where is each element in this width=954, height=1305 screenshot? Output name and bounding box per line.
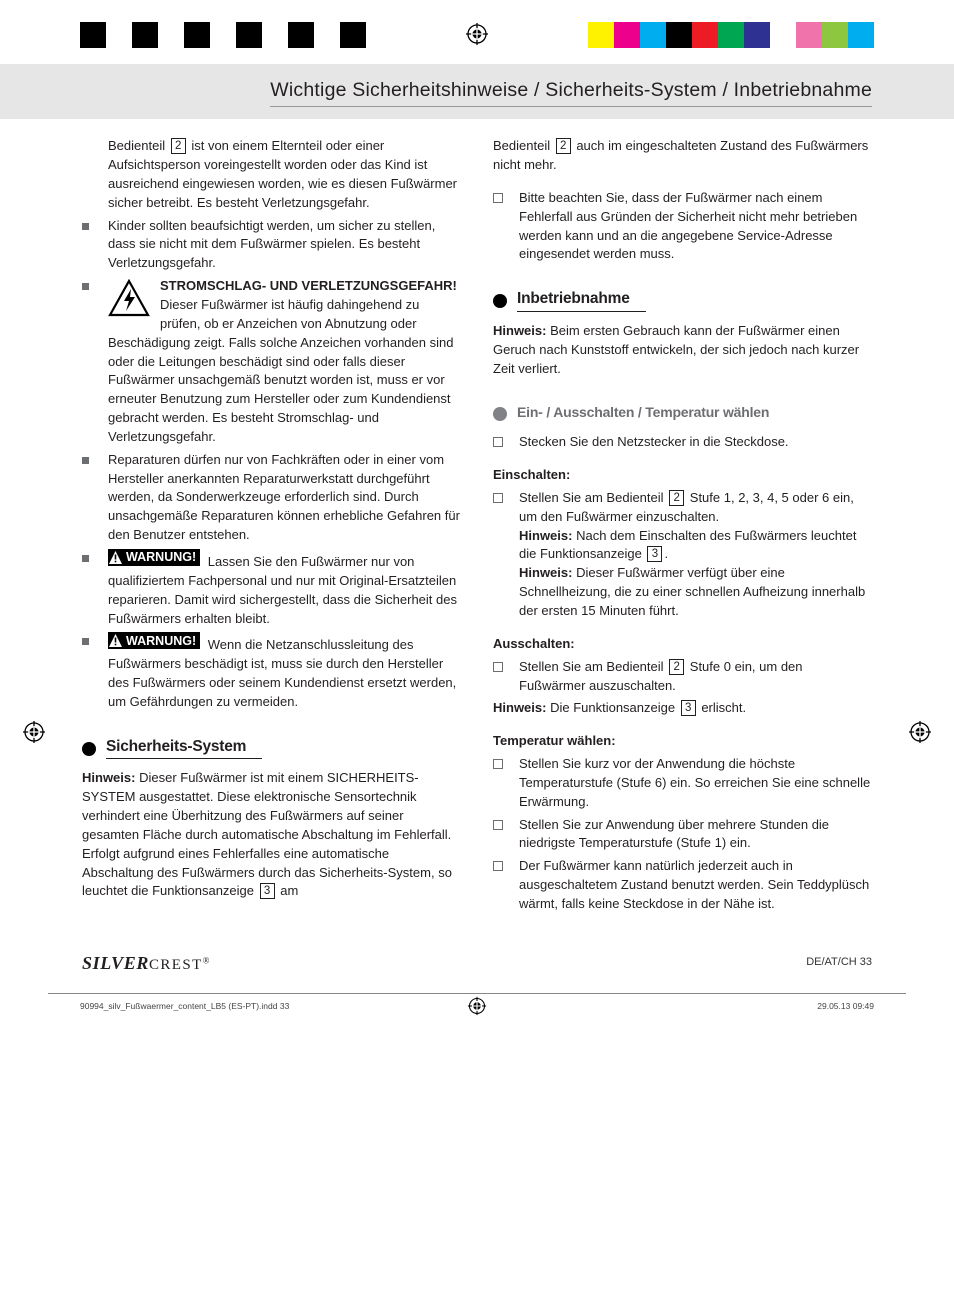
hinweis-label: Hinweis:	[493, 323, 546, 338]
section-inbetriebnahme: Inbetriebnahme	[493, 290, 872, 312]
hinweis-label: Hinweis:	[493, 700, 546, 715]
list-item: STROMSCHLAG- UND VERLETZUNGSGEFAHR! Dies…	[82, 277, 461, 447]
body-columns: Bedienteil 2 ist von einem Elternteil od…	[0, 137, 954, 918]
plug-list: Stecken Sie den Netzstecker in die Steck…	[493, 433, 872, 452]
page-title: Wichtige Sicherheitshinweise / Sicherhei…	[270, 76, 872, 107]
list-item: WARNUNG! Lassen Sie den Fußwärmer nur vo…	[82, 549, 461, 628]
continue-text: Bedienteil 2 auch im eingeschalteten Zus…	[493, 137, 872, 175]
section-bullet-icon	[82, 742, 96, 756]
ausschalten-head: Ausschalten:	[493, 635, 872, 654]
warnung-badge: WARNUNG!	[108, 549, 200, 566]
brand-logo: SILVERCREST®	[82, 950, 210, 977]
section-title: Sicherheits-System	[106, 738, 262, 760]
section-bullet-icon	[493, 407, 507, 421]
page-number: DE/AT/CH 33	[806, 955, 872, 971]
list-item: Der Fußwärmer kann natürlich jederzeit a…	[493, 857, 872, 914]
temperatur-head: Temperatur wählen:	[493, 732, 872, 751]
list-item: Stellen Sie zur Anwendung über mehrere S…	[493, 816, 872, 854]
einschalten-head: Einschalten:	[493, 466, 872, 485]
imprint-date: 29.05.13 09:49	[817, 1000, 874, 1012]
list-item: Stellen Sie kurz vor der Anwendung die h…	[493, 755, 872, 812]
hinweis-label: Hinweis:	[82, 770, 135, 785]
right-column: Bedienteil 2 auch im eingeschalteten Zus…	[493, 137, 872, 918]
ref-2: 2	[669, 659, 684, 675]
temperatur-list: Stellen Sie kurz vor der Anwendung die h…	[493, 755, 872, 914]
left-column: Bedienteil 2 ist von einem Elternteil od…	[82, 137, 461, 918]
list-item: WARNUNG! Wenn die Netzanschlussleitung d…	[82, 632, 461, 711]
ref-3: 3	[681, 700, 696, 716]
list-item: Reparaturen dürfen nur von Fachkräften o…	[82, 451, 461, 545]
imprint-file: 90994_silv_Fußwaermer_content_LB5 (ES-PT…	[80, 1000, 289, 1012]
safety-bullets: Kinder sollten beaufsichtigt werden, um …	[82, 217, 461, 712]
crop-mark-left	[22, 720, 46, 750]
list-item: Kinder sollten beaufsichtigt werden, um …	[82, 217, 461, 274]
intro-text: Bedienteil 2 ist von einem Elternteil od…	[82, 137, 461, 212]
center-crop-mark-bottom	[467, 996, 487, 1019]
center-crop-mark-top	[465, 22, 489, 52]
crop-mark-right	[908, 720, 932, 750]
einschalten-list: Stellen Sie am Bedienteil 2 Stufe 1, 2, …	[493, 489, 872, 621]
ausschalten-list: Stellen Sie am Bedienteil 2 Stufe 0 ein,…	[493, 658, 872, 696]
section-bullet-icon	[493, 294, 507, 308]
ref-3: 3	[647, 546, 662, 562]
warnung-badge: WARNUNG!	[108, 632, 200, 649]
safety-note-list: Bitte beachten Sie, dass der Fußwärmer n…	[493, 189, 872, 264]
ref-2: 2	[556, 138, 571, 154]
section-body: Hinweis: Dieser Fußwärmer ist mit einem …	[82, 769, 461, 901]
shock-warning-label: STROMSCHLAG- UND VERLETZUNGSGEFAHR!	[160, 278, 457, 293]
hinweis-label: Hinweis:	[519, 565, 572, 580]
ref-2: 2	[669, 490, 684, 506]
ref-2: 2	[171, 138, 186, 154]
list-item: Bitte beachten Sie, dass der Fußwärmer n…	[493, 189, 872, 264]
registration-bar	[0, 0, 954, 54]
ausschalten-hinweis: Hinweis: Die Funktionsanzeige 3 erlischt…	[493, 699, 872, 718]
section-body: Hinweis: Beim ersten Gebrauch kann der F…	[493, 322, 872, 379]
imprint-line: 90994_silv_Fußwaermer_content_LB5 (ES-PT…	[48, 993, 906, 1030]
shock-triangle-icon	[108, 279, 150, 323]
header-band: Wichtige Sicherheitshinweise / Sicherhei…	[0, 64, 954, 119]
registration-blocks-right	[588, 22, 874, 48]
list-item: Stellen Sie am Bedienteil 2 Stufe 0 ein,…	[493, 658, 872, 696]
ref-3: 3	[260, 883, 275, 899]
list-item: Stellen Sie am Bedienteil 2 Stufe 1, 2, …	[493, 489, 872, 621]
subsection-title: Ein- / Ausschalten / Temperatur wählen	[517, 404, 785, 423]
registration-blocks-left	[80, 22, 366, 48]
list-item: Stecken Sie den Netzstecker in die Steck…	[493, 433, 872, 452]
section-sicherheits-system: Sicherheits-System	[82, 738, 461, 760]
hinweis-label: Hinweis:	[519, 528, 572, 543]
section-title: Inbetriebnahme	[517, 290, 646, 312]
page-footer: SILVERCREST® DE/AT/CH 33	[0, 918, 954, 987]
subsection-ein-aus: Ein- / Ausschalten / Temperatur wählen	[493, 404, 872, 423]
